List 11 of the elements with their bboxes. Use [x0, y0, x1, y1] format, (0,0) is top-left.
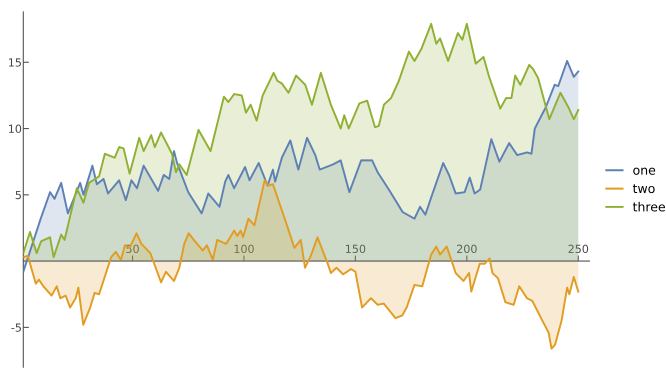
x-tick-label: 100: [234, 244, 254, 254]
y-tick-label: -5: [11, 324, 21, 332]
y-tick-label: 15: [9, 58, 21, 67]
x-tick-label: 250: [568, 244, 588, 254]
legend-label: one: [633, 168, 656, 175]
y-tick-label: 5: [16, 190, 21, 200]
legend-label: two: [632, 184, 655, 194]
x-tick-label: 150: [346, 244, 366, 254]
x-tick-label: 200: [457, 244, 477, 254]
legend-label: three: [632, 202, 665, 212]
y-tick-label: 10: [9, 124, 22, 133]
